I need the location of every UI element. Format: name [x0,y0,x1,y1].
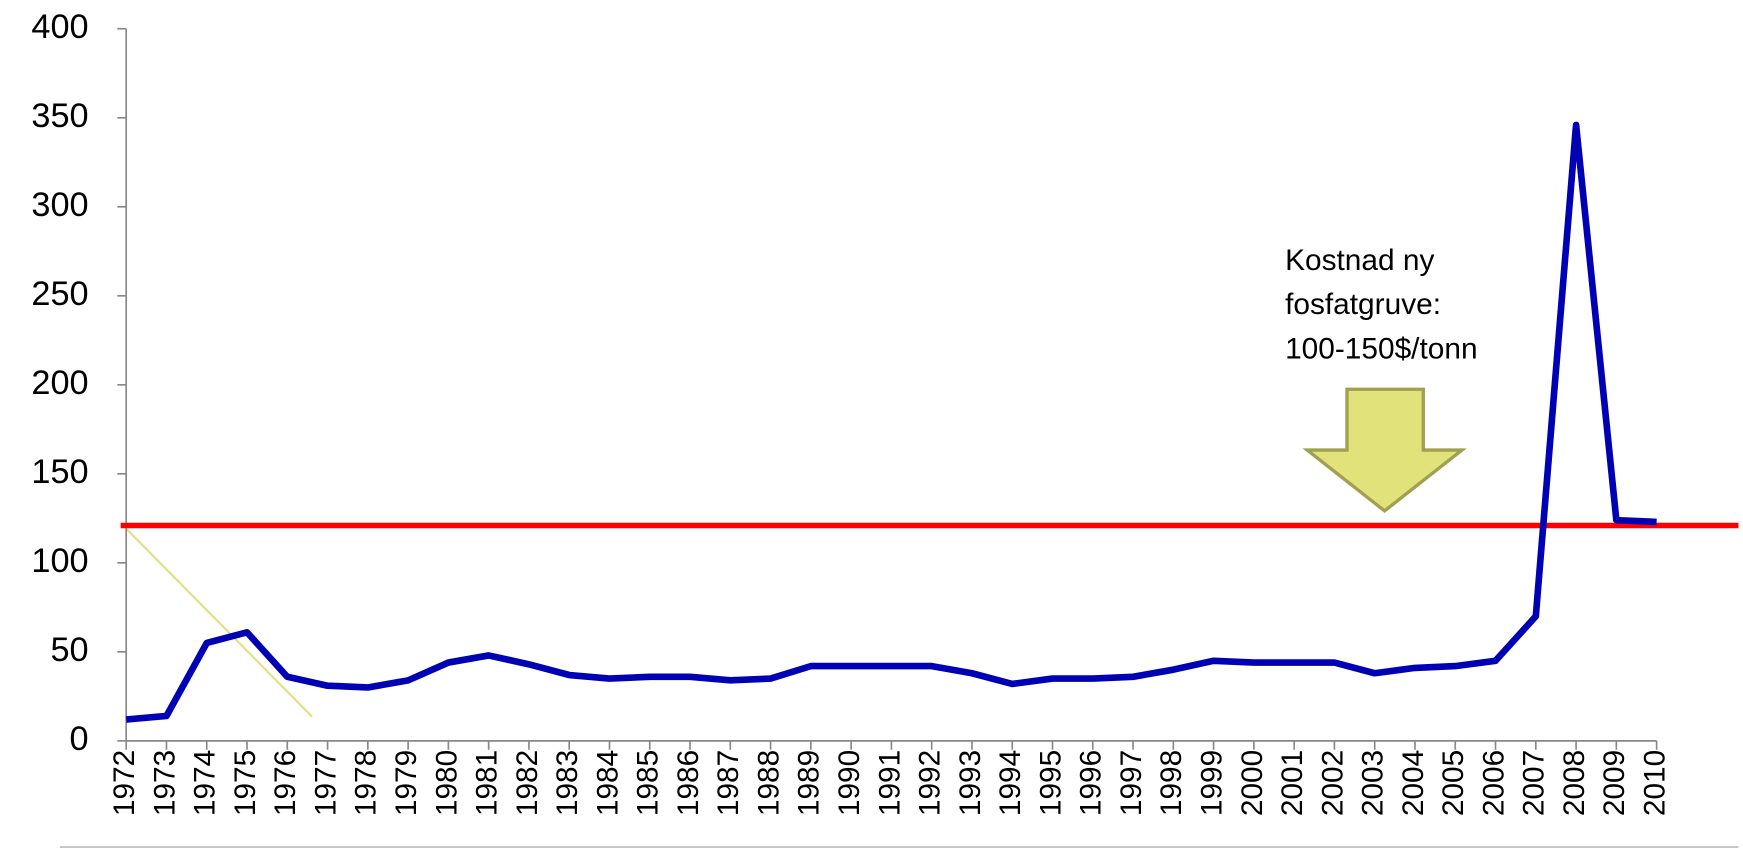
x-tick-label: 2004 [1397,750,1430,816]
x-tick-label: 2007 [1518,750,1551,816]
y-tick-label: 250 [31,275,88,313]
x-tick-label: 2009 [1598,750,1631,816]
x-tick-label: 1985 [632,750,665,816]
x-tick-label: 2010 [1639,750,1672,816]
x-tick-label: 1989 [793,750,826,816]
x-tick-label: 1986 [672,750,705,816]
x-tick-label: 1999 [1195,750,1228,816]
x-tick-label: 1992 [914,750,947,816]
x-tick-label: 1987 [712,750,745,816]
x-tick-label: 2001 [1276,750,1309,816]
y-tick-label: 0 [70,720,89,758]
x-tick-label: 1996 [1075,750,1108,816]
x-tick-label: 1975 [229,750,262,816]
x-tick-label: 1984 [591,750,624,816]
x-tick-label: 2008 [1558,750,1591,816]
x-tick-label: 1988 [752,750,785,816]
x-tick-label: 2003 [1357,750,1390,816]
annotation-line: 100-150$/tonn [1285,332,1477,365]
x-tick-label: 1976 [269,750,302,816]
x-tick-label: 2002 [1316,750,1349,816]
y-tick-label: 100 [31,542,88,580]
x-tick-label: 1993 [954,750,987,816]
arrow [1302,387,1467,513]
x-tick-label: 1994 [994,750,1027,816]
annotation-line: fosfatgruve: [1285,288,1441,321]
x-tick-label: 1978 [350,750,383,816]
x-tick-label: 1990 [833,750,866,816]
decor-line [125,527,313,718]
y-tick-label: 200 [31,364,88,402]
x-tick-label: 1983 [551,750,584,816]
x-tick-label: 1973 [148,750,181,816]
x-tick-label: 2005 [1437,750,1470,816]
x-tick-label: 1995 [1034,750,1067,816]
x-tick-label: 1998 [1155,750,1188,816]
annotation: Kostnad ny fosfatgruve: 100-150$/tonn [1285,244,1477,365]
y-tick-label: 350 [31,97,88,135]
x-tick-label: 1981 [471,750,504,816]
x-tick-label: 2006 [1477,750,1510,816]
x-tick-label: 1979 [390,750,423,816]
y-tick-label: 400 [31,8,88,46]
x-tick-label: 1974 [189,750,222,816]
x-tick-label: 1972 [108,750,141,816]
x-tick-label: 1991 [873,750,906,816]
y-tick-label: 150 [31,453,88,491]
x-tick-label: 2000 [1236,750,1269,816]
x-tick-label: 1980 [430,750,463,816]
x-tick-label: 1997 [1115,750,1148,816]
y-tick-label: 300 [31,186,88,224]
x-tick-label: 1977 [309,750,342,816]
annotation-line: Kostnad ny [1285,244,1434,277]
y-tick-label: 50 [50,631,88,669]
line-series [125,121,1657,723]
x-tick-label: 1982 [511,750,544,816]
